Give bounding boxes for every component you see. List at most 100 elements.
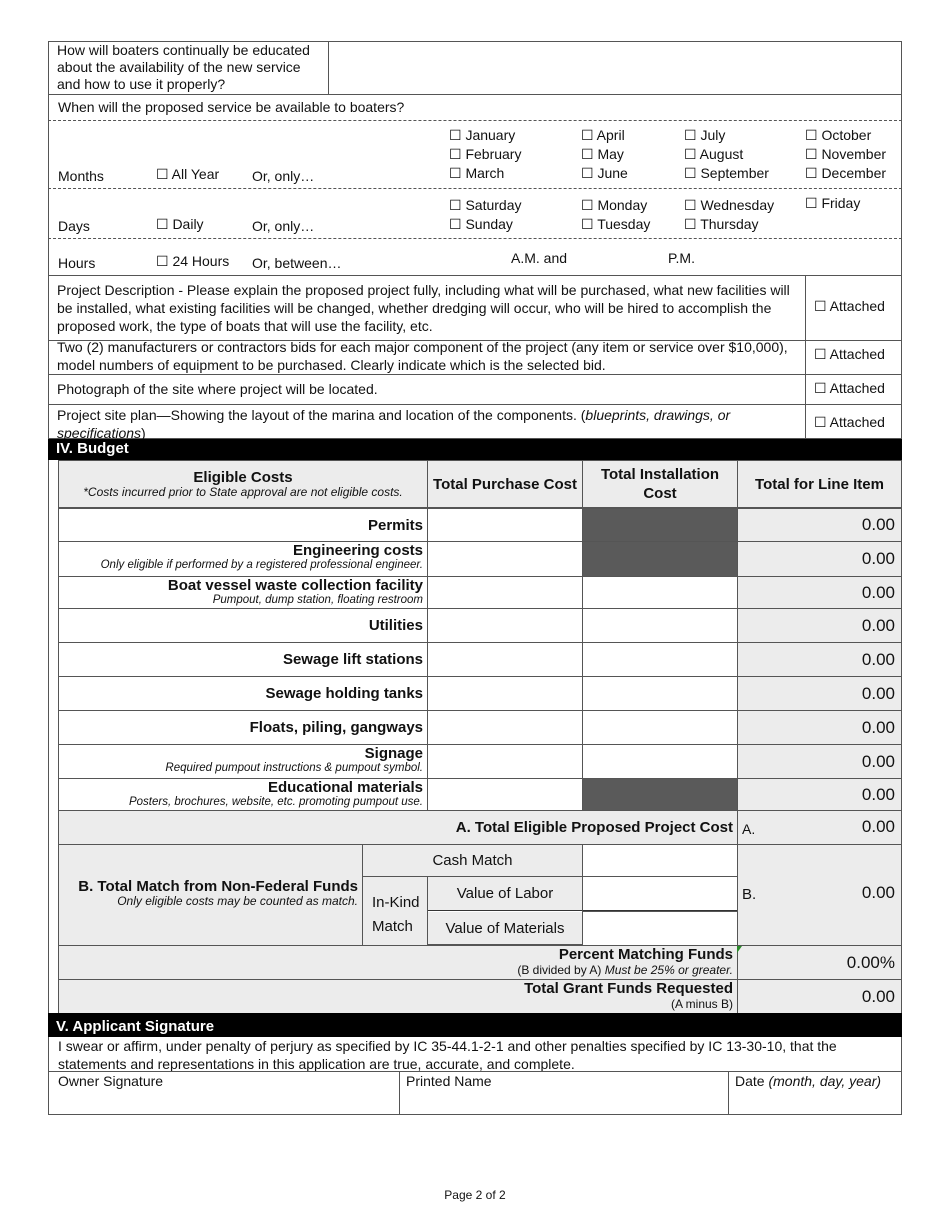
month-checkbox[interactable]: ☐ May	[581, 146, 624, 162]
line-item-total: 0.00	[737, 541, 902, 577]
month-checkbox[interactable]: ☐ September	[684, 165, 769, 181]
percent-value: 0.00%	[737, 945, 902, 980]
total-a-value: 0.00	[861, 817, 895, 836]
cash-match-input[interactable]	[582, 844, 738, 877]
installation-cost-input[interactable]	[582, 642, 738, 677]
purchase-cost-input[interactable]	[427, 576, 583, 609]
labor-input[interactable]	[582, 876, 738, 912]
bids-attached-checkbox[interactable]: ☐ Attached	[814, 346, 885, 362]
line-item-total: 0.00	[737, 608, 902, 643]
purchase-cost-input[interactable]	[427, 710, 583, 745]
month-checkbox[interactable]: ☐ February	[449, 146, 522, 162]
purchase-cost-input[interactable]	[427, 508, 583, 542]
purchase-cost-input[interactable]	[427, 744, 583, 779]
printed-name-label: Printed Name	[406, 1073, 492, 1089]
owner-signature-field[interactable]	[50, 1089, 398, 1113]
match-b-cell: B. 0.00	[737, 844, 902, 946]
education-answer-field[interactable]	[329, 41, 902, 95]
availability-section	[48, 41, 902, 439]
month-checkbox[interactable]: ☐ November	[805, 146, 887, 162]
line-item-total: 0.00	[737, 508, 902, 542]
line-item-total: 0.00	[737, 710, 902, 745]
installation-cost-input[interactable]	[582, 744, 738, 779]
day-checkbox[interactable]: ☐ Wednesday	[684, 197, 775, 213]
installation-cost-input[interactable]	[582, 608, 738, 643]
month-checkbox[interactable]: ☐ January	[449, 127, 516, 143]
budget-row-label: Boat vessel waste collection facility Pum…	[58, 576, 428, 609]
budget-item-name: Floats, piling, gangways	[249, 719, 423, 736]
month-checkbox[interactable]: ☐ December	[805, 165, 887, 181]
day-checkbox[interactable]: ☐ Friday	[805, 195, 861, 211]
daily-checkbox[interactable]: ☐ Daily	[156, 216, 204, 232]
labor-label: Value of Labor	[428, 877, 582, 911]
date-label: Date (month, day, year)	[735, 1073, 882, 1089]
photograph-attached-checkbox[interactable]: ☐ Attached	[814, 380, 885, 396]
month-checkbox[interactable]: ☐ March	[449, 165, 505, 181]
materials-input[interactable]	[582, 911, 738, 946]
budget-row-label: Engineering costs Only eligible if perfor…	[58, 541, 428, 577]
day-checkbox[interactable]: ☐ Saturday	[449, 197, 522, 213]
installation-cost-input[interactable]	[582, 710, 738, 745]
budget-item-name: Sewage holding tanks	[265, 685, 423, 702]
line-item-total: 0.00	[737, 576, 902, 609]
budget-item-name: Educational materials	[267, 779, 423, 796]
match-b-letter: B.	[742, 886, 757, 903]
day-checkbox[interactable]: ☐ Tuesday	[581, 216, 651, 232]
day-checkbox[interactable]: ☐ Monday	[581, 197, 648, 213]
date-field[interactable]	[730, 1089, 900, 1113]
line-item-total: 0.00	[737, 676, 902, 711]
signature-section: I swear or affirm, under penalty of perj…	[48, 1037, 902, 1115]
month-checkbox[interactable]: ☐ August	[684, 146, 744, 162]
installation-cost-input[interactable]	[582, 576, 738, 609]
pm: P.M.	[668, 250, 695, 266]
purchase-cost-input[interactable]	[427, 642, 583, 677]
purchase-cost-input[interactable]	[427, 608, 583, 643]
grant-label: Total Grant Funds Requested (A minus B)	[58, 979, 738, 1014]
availability-question: When will the proposed service be availa…	[58, 99, 405, 115]
line-item-total: 0.00	[737, 642, 902, 677]
month-checkbox[interactable]: ☐ June	[581, 165, 628, 181]
day-checkbox[interactable]: ☐ Sunday	[449, 216, 513, 232]
budget-item-name: Boat vessel waste collection facility	[167, 577, 423, 594]
24-hours-checkbox[interactable]: ☐ 24 Hours	[156, 253, 230, 269]
budget-row-label: Floats, piling, gangways	[58, 710, 428, 745]
hours-label: Hours	[58, 255, 96, 271]
printed-name-field[interactable]	[401, 1089, 727, 1113]
installation-cost-header: Total Installation Cost	[582, 460, 738, 508]
page-number: Page 2 of 2	[444, 1188, 506, 1202]
month-checkbox[interactable]: ☐ April	[581, 127, 625, 143]
in-kind-match-label: In-Kind Match	[362, 876, 428, 946]
days-label: Days	[58, 218, 90, 234]
months-label: Months	[58, 168, 104, 184]
installation-cost-input[interactable]	[582, 676, 738, 711]
perjury-statement: I swear or affirm, under penalty of perj…	[58, 1038, 837, 1072]
line-item-total: 0.00	[737, 778, 902, 811]
budget-row-label: Sewage lift stations	[58, 642, 428, 677]
education-question: How will boaters continually be educated…	[57, 42, 310, 92]
signature-title: V. Applicant Signature	[48, 1013, 902, 1037]
purchase-cost-input[interactable]	[427, 541, 583, 577]
day-checkbox[interactable]: ☐ Thursday	[684, 216, 759, 232]
budget-item-note: Pumpout, dump station, floating restroom	[212, 594, 423, 606]
budget-item-note: Required pumpout instructions & pumpout …	[165, 762, 423, 774]
attachments: Project Description - Please explain the…	[48, 275, 902, 441]
photograph-text: Photograph of the site where project wil…	[57, 381, 378, 397]
month-checkbox[interactable]: ☐ October	[805, 127, 872, 143]
budget-row-label: Utilities	[58, 608, 428, 643]
education-question-cell: How will boaters continually be educated…	[48, 41, 329, 95]
grant-value: 0.00	[737, 979, 902, 1014]
line-item-total: 0.00	[737, 744, 902, 779]
purchase-cost-input[interactable]	[427, 676, 583, 711]
project-description-text: Project Description - Please explain the…	[57, 282, 790, 334]
days-or-only: Or, only…	[252, 218, 315, 234]
total-a-letter: A.	[742, 821, 756, 837]
project-description-attached-checkbox[interactable]: ☐ Attached	[814, 298, 885, 314]
site-plan-attached-checkbox[interactable]: ☐ Attached	[814, 414, 885, 430]
site-plan-text: Project site plan—Showing the layout of …	[57, 407, 731, 441]
owner-signature-label: Owner Signature	[58, 1073, 164, 1089]
am-and: A.M. and	[511, 250, 568, 266]
installation-cost-input	[582, 778, 738, 811]
all-year-checkbox[interactable]: ☐ All Year	[156, 166, 220, 182]
purchase-cost-input[interactable]	[427, 778, 583, 811]
month-checkbox[interactable]: ☐ July	[684, 127, 726, 143]
